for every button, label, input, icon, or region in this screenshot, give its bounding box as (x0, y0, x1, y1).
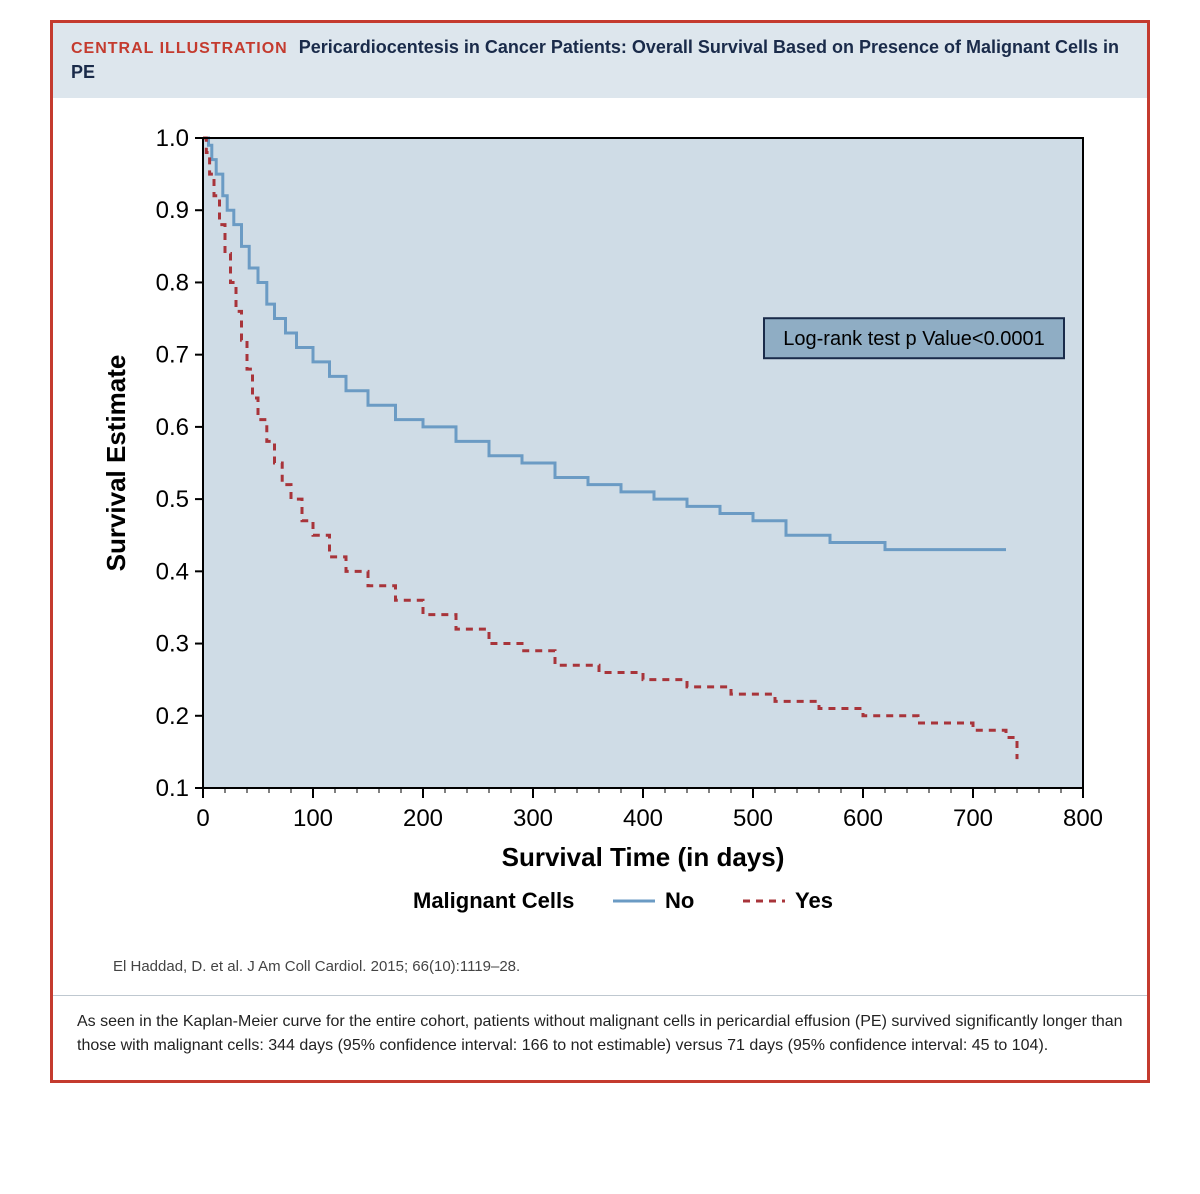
y-tick-label: 0.7 (156, 341, 189, 368)
title-prefix: CENTRAL ILLUSTRATION (71, 40, 288, 57)
caption-text: As seen in the Kaplan-Meier curve for th… (53, 995, 1147, 1080)
citation-text: El Haddad, D. et al. J Am Coll Cardiol. … (53, 948, 1147, 995)
y-tick-label: 0.6 (156, 413, 189, 440)
legend-label: Yes (795, 888, 833, 913)
x-tick-label: 100 (293, 805, 333, 832)
y-axis-label: Survival Estimate (101, 354, 131, 571)
survival-chart: 0.1 0.2 0.3 0.4 0.5 0.6 0.7 0.8 0.9 1.0 0 100 200 300… (93, 118, 1113, 938)
y-tick-label: 0.5 (156, 486, 189, 513)
x-axis-label: Survival Time (in days) (502, 842, 785, 872)
x-tick-label: 800 (1063, 805, 1103, 832)
x-tick-label: 600 (843, 805, 883, 832)
figure-container: CENTRAL ILLUSTRATION Pericardiocentesis … (50, 20, 1150, 1083)
legend-label: No (665, 888, 694, 913)
plot-background (203, 138, 1083, 788)
figure-title-bar: CENTRAL ILLUSTRATION Pericardiocentesis … (53, 23, 1147, 98)
legend-title: Malignant Cells (413, 888, 574, 913)
y-tick-label: 0.4 (156, 558, 189, 585)
x-tick-label: 500 (733, 805, 773, 832)
y-tick-label: 0.9 (156, 197, 189, 224)
y-tick-label: 1.0 (156, 125, 189, 152)
y-tick-label: 0.8 (156, 269, 189, 296)
chart-area: 0.1 0.2 0.3 0.4 0.5 0.6 0.7 0.8 0.9 1.0 0 100 200 300… (53, 98, 1147, 948)
x-tick-label: 300 (513, 805, 553, 832)
y-tick-label: 0.2 (156, 702, 189, 729)
x-tick-label: 0 (196, 805, 209, 832)
x-tick-label: 700 (953, 805, 993, 832)
annotation-text: Log-rank test p Value<0.0001 (783, 328, 1044, 350)
y-tick-label: 0.3 (156, 630, 189, 657)
y-tick-label: 0.1 (156, 775, 189, 802)
x-tick-label: 200 (403, 805, 443, 832)
x-tick-label: 400 (623, 805, 663, 832)
